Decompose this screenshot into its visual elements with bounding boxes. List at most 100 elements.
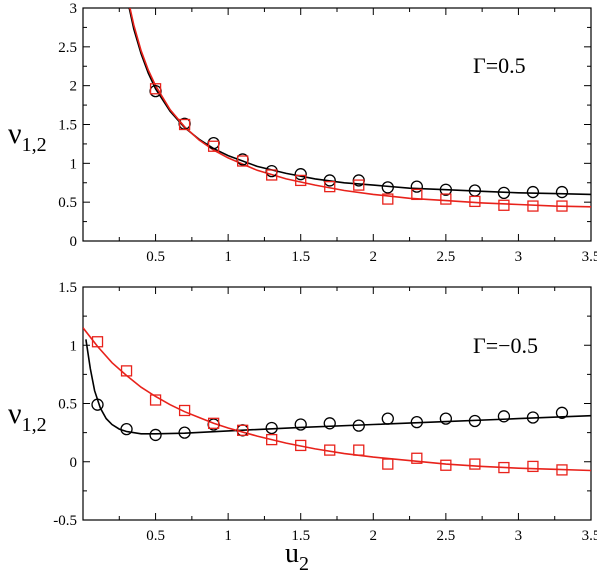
series-0-circle-point	[352, 419, 365, 432]
y-tick-label: 1	[70, 338, 78, 354]
series-1-square-point	[382, 458, 394, 470]
x-tick-label: 1	[224, 249, 232, 265]
series-0-circle-point	[323, 417, 336, 430]
series-0-fit-curve	[128, 8, 591, 196]
series-1-square-point	[149, 394, 162, 406]
series-1-square-point	[149, 83, 162, 95]
series-1-square-point	[266, 433, 278, 446]
series-1-square-point	[440, 193, 452, 205]
y-tick-label: -0.5	[53, 513, 77, 529]
series-0-circle-point	[526, 185, 540, 199]
y-tick-label: 0	[70, 455, 78, 471]
series-1-square-point	[527, 460, 539, 473]
series-1-square-point	[207, 140, 220, 152]
series-1-square-point	[556, 464, 568, 476]
y-axis-label-main: ν	[8, 397, 22, 430]
y-axis-label-subscript: 1,2	[22, 134, 47, 156]
x-tick-label: 2	[370, 528, 378, 544]
x-tick-label: 2	[370, 249, 378, 265]
series-0-circle-point	[323, 174, 336, 187]
series-0-circle-point	[381, 181, 394, 194]
x-tick-label: 2.5	[436, 528, 455, 544]
series-1-square-point	[295, 439, 307, 452]
series-1-square-point	[556, 200, 568, 212]
series-1-square-point	[91, 336, 104, 348]
y-tick-label: 2.5	[58, 40, 77, 56]
series-1-square-point	[237, 155, 249, 167]
plot-frame	[82, 7, 592, 242]
series-1-square-point	[469, 195, 481, 208]
series-1-square-point	[120, 365, 133, 377]
series-1-square-point	[440, 459, 452, 471]
y-axis-label-subscript: 1,2	[22, 414, 47, 436]
gamma-annotation: Γ=−0.5	[473, 333, 538, 358]
series-1-square-point	[178, 404, 191, 417]
series-1-square-point	[382, 193, 394, 205]
y-axis-label: ν1,2	[8, 117, 47, 156]
series-1-square-point	[178, 118, 191, 131]
series-1-square-point	[411, 452, 423, 464]
series-1-square-point	[324, 180, 336, 193]
series-0-circle-point	[468, 414, 482, 428]
gamma-annotation: Γ=0.5	[473, 53, 526, 78]
series-1-square-point	[207, 417, 220, 429]
x-tick-label: 1.5	[291, 249, 310, 265]
series-1-fit-curve	[129, 8, 591, 208]
y-tick-label: 1.5	[58, 118, 77, 134]
series-1-square-point	[353, 444, 365, 456]
series-1-square-point	[527, 200, 539, 212]
series-0-circle-point	[207, 136, 220, 150]
series-0-circle-point	[526, 411, 540, 424]
x-tick-label: 1	[224, 528, 232, 544]
series-0-circle-point	[555, 406, 569, 419]
x-tick-label: 1.5	[291, 528, 310, 544]
series-0-circle-point	[497, 186, 511, 199]
series-1-square-point	[411, 188, 423, 201]
plot-frame	[82, 286, 592, 521]
series-0-circle-point	[294, 168, 307, 181]
series-1-square-point	[498, 199, 510, 211]
y-tick-label: 3	[70, 1, 78, 17]
y-tick-label: 0.5	[58, 397, 77, 413]
y-tick-label: 0	[70, 234, 78, 250]
series-0-circle-point	[555, 185, 569, 199]
x-tick-label: 3	[515, 249, 523, 265]
series-1-square-point	[324, 444, 336, 456]
x-tick-label: 0.5	[146, 249, 165, 265]
y-axis-label-main: ν	[8, 117, 22, 150]
x-tick-label: 3.5	[582, 249, 597, 265]
x-tick-label: 3.5	[582, 528, 597, 544]
series-0-circle-point	[120, 422, 133, 436]
x-tick-label: 0.5	[146, 528, 165, 544]
series-0-circle-point	[439, 183, 453, 196]
top-panel: 0.5 1 1.5 2 2.5 3 3.5 0 0.5 1 1.5 2 2.5 3 ν1,2 Γ=0.5	[8, 1, 597, 265]
series-0-circle-point	[410, 415, 423, 429]
y-axis-label: ν1,2	[8, 397, 47, 436]
series-0-circle-point	[294, 418, 307, 431]
y-tick-label: 1	[70, 156, 78, 172]
series-0-fit-curve	[85, 339, 591, 435]
series-0-circle-point	[149, 428, 162, 442]
series-0-circle-point	[91, 398, 104, 411]
series-1-square-point	[237, 424, 249, 436]
x-axis-label-subscript: 2	[299, 553, 309, 575]
series-1-square-point	[266, 169, 278, 181]
x-axis-label: u2	[285, 538, 309, 575]
x-tick-label: 3	[515, 528, 523, 544]
series-1-square-point	[498, 461, 510, 474]
y-tick-label: 2	[70, 79, 78, 95]
y-tick-label: 0.5	[58, 195, 77, 211]
series-0-circle-point	[497, 410, 511, 423]
series-0-circle-point	[381, 412, 394, 425]
y-tick-label: 1.5	[58, 280, 77, 296]
series-0-circle-point	[439, 412, 453, 425]
series-1-square-point	[295, 174, 307, 187]
series-1-fit-curve	[83, 327, 591, 472]
x-tick-label: 2.5	[436, 249, 455, 265]
series-1-square-point	[469, 458, 481, 470]
series-0-circle-point	[265, 421, 278, 435]
x-axis-label-main: u	[285, 538, 299, 569]
series-0-circle-point	[178, 426, 191, 439]
